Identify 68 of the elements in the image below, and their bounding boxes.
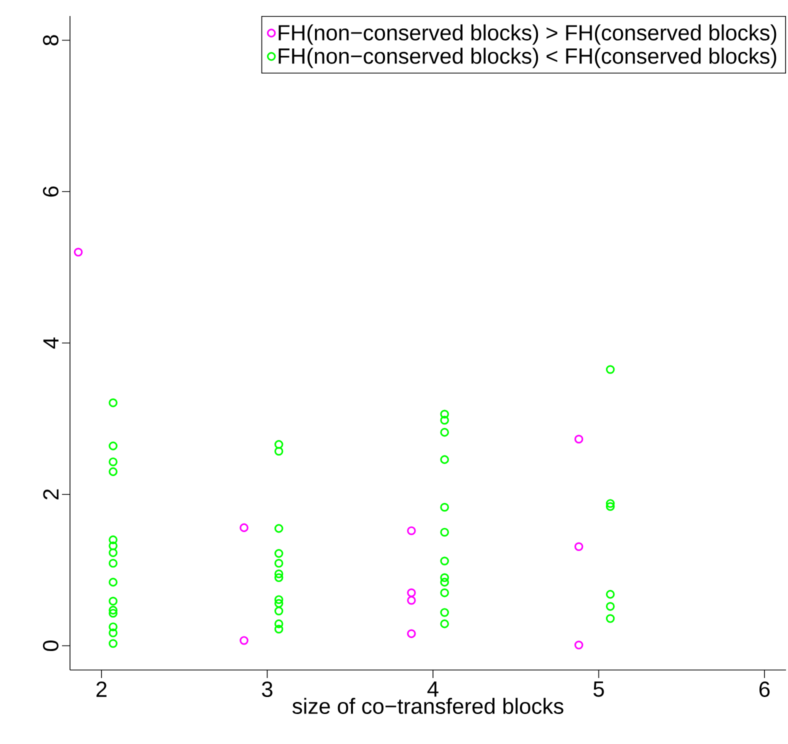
point — [108, 398, 118, 408]
x-tick-label: 3 — [262, 682, 272, 698]
point — [440, 410, 449, 419]
x-tick-label: 4 — [427, 682, 438, 697]
point — [274, 569, 284, 578]
point — [274, 558, 284, 568]
y-tick-label: 0 — [42, 640, 58, 652]
point — [407, 629, 416, 638]
point — [108, 442, 118, 450]
point — [440, 578, 449, 587]
point — [274, 440, 284, 449]
legend-label: FH(non−conserved blocks) < FH(conserved blocks) — [278, 48, 776, 68]
point — [407, 596, 416, 605]
point — [240, 523, 248, 532]
x-tick-label: 6 — [759, 682, 770, 698]
point — [574, 434, 584, 444]
point — [606, 499, 615, 508]
point — [440, 573, 449, 582]
point — [574, 542, 584, 552]
point — [440, 556, 449, 566]
x-tick-label: 5 — [594, 682, 604, 697]
point — [108, 548, 118, 558]
point — [440, 619, 449, 628]
point — [108, 541, 118, 550]
point — [440, 528, 449, 537]
point — [108, 608, 118, 618]
y-tick-label: 4 — [43, 338, 58, 349]
point — [274, 549, 284, 558]
y-tick-label: 2 — [43, 489, 58, 500]
point — [108, 639, 118, 648]
point — [407, 588, 416, 598]
point — [108, 606, 118, 615]
point — [440, 608, 449, 617]
point — [108, 596, 118, 606]
point — [407, 526, 416, 536]
point — [74, 248, 83, 257]
x-axis-title: size of co−transfered blocks — [292, 698, 564, 714]
point — [108, 467, 118, 476]
point — [274, 606, 284, 616]
point — [606, 602, 615, 611]
point — [440, 502, 449, 512]
point — [108, 457, 118, 466]
point — [240, 636, 248, 645]
point — [574, 640, 584, 650]
point — [274, 524, 284, 533]
x-tick-label: 2 — [96, 682, 106, 697]
point — [274, 624, 284, 634]
point — [606, 502, 615, 511]
point — [440, 455, 449, 464]
point — [274, 598, 284, 608]
y-tick-label: 8 — [42, 35, 58, 46]
point — [440, 428, 449, 437]
point — [440, 416, 449, 425]
point — [108, 578, 118, 587]
point — [108, 622, 118, 632]
point — [274, 446, 284, 456]
point — [606, 365, 615, 374]
point — [440, 588, 449, 598]
point — [274, 573, 284, 582]
point — [108, 535, 118, 544]
point — [274, 619, 284, 628]
legend-label: FH(non−conserved blocks) > FH(conserved blocks) — [278, 24, 776, 45]
point — [274, 595, 284, 604]
point — [108, 558, 118, 568]
point — [606, 614, 615, 623]
point — [108, 628, 118, 638]
point — [606, 590, 615, 599]
y-tick-label: 6 — [42, 186, 58, 197]
